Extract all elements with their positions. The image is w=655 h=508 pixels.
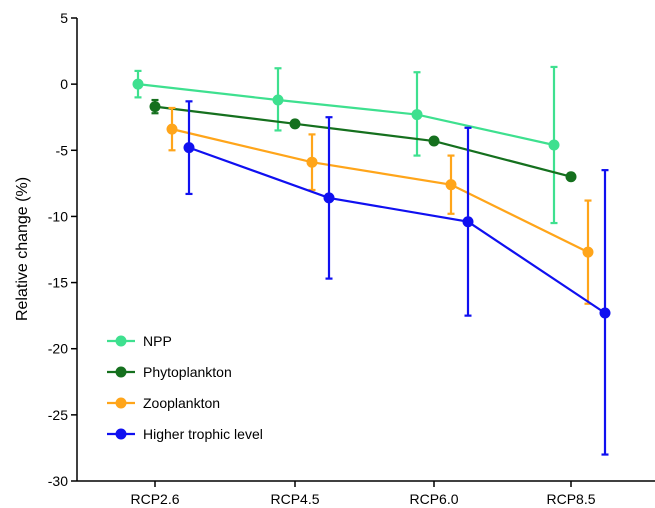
data-point <box>548 139 560 151</box>
series-line <box>154 105 572 178</box>
legend-marker <box>115 366 127 378</box>
y-tick-label: -5 <box>56 142 69 158</box>
x-tick-label: RCP6.0 <box>409 491 458 507</box>
data-point <box>323 192 335 204</box>
legend-label: Higher trophic level <box>143 426 263 442</box>
series-npp <box>132 65 560 225</box>
data-point <box>411 109 423 121</box>
data-point <box>183 142 195 154</box>
data-point <box>306 156 318 168</box>
data-point <box>149 101 161 113</box>
legend-item: Phytoplankton <box>107 364 232 380</box>
legend-label: Phytoplankton <box>143 364 232 380</box>
data-point <box>565 171 577 183</box>
data-point <box>132 78 144 90</box>
legend-marker <box>115 397 127 409</box>
x-tick-label: RCP8.5 <box>546 491 595 507</box>
legend-item: Zooplankton <box>107 395 220 411</box>
legend-item: NPP <box>107 333 172 349</box>
series-line <box>137 83 555 147</box>
series-line <box>188 146 606 314</box>
y-tick-label: 0 <box>60 76 68 92</box>
data-point <box>428 135 440 147</box>
series-phytoplankton <box>149 98 577 183</box>
legend-item: Higher trophic level <box>107 426 263 442</box>
y-axis-title: Relative change (%) <box>14 177 31 321</box>
legend-marker <box>115 335 127 347</box>
y-tick-label: 5 <box>60 10 68 26</box>
series-layer <box>132 65 611 456</box>
series-higher-trophic-level <box>183 100 611 456</box>
y-tick-label: -25 <box>48 407 68 423</box>
data-point <box>166 123 178 135</box>
legend-label: NPP <box>143 333 172 349</box>
series-line <box>171 128 589 254</box>
x-tick-label: RCP4.5 <box>270 491 319 507</box>
legend-marker <box>115 428 127 440</box>
x-tick-label: RCP2.6 <box>130 491 179 507</box>
series-zooplankton <box>166 106 594 305</box>
axes <box>76 18 655 482</box>
data-point <box>289 118 301 130</box>
legend-label: Zooplankton <box>143 395 220 411</box>
y-tick-label: -15 <box>48 275 68 291</box>
data-point <box>582 246 594 258</box>
x-ticks: RCP2.6 RCP4.5 RCP6.0 RCP8.5 <box>130 481 596 507</box>
data-point <box>445 179 457 191</box>
data-point <box>462 216 474 228</box>
data-point <box>272 94 284 106</box>
legend: NPP Phytoplankton Zooplankton Higher trophi… <box>107 333 263 442</box>
y-tick-label: -30 <box>48 473 68 489</box>
data-point <box>599 307 611 319</box>
y-ticks: 5 0 -5 -10 -15 -20 -25 -30 <box>48 10 77 489</box>
y-tick-label: -20 <box>48 341 68 357</box>
y-tick-label: -10 <box>48 208 68 224</box>
